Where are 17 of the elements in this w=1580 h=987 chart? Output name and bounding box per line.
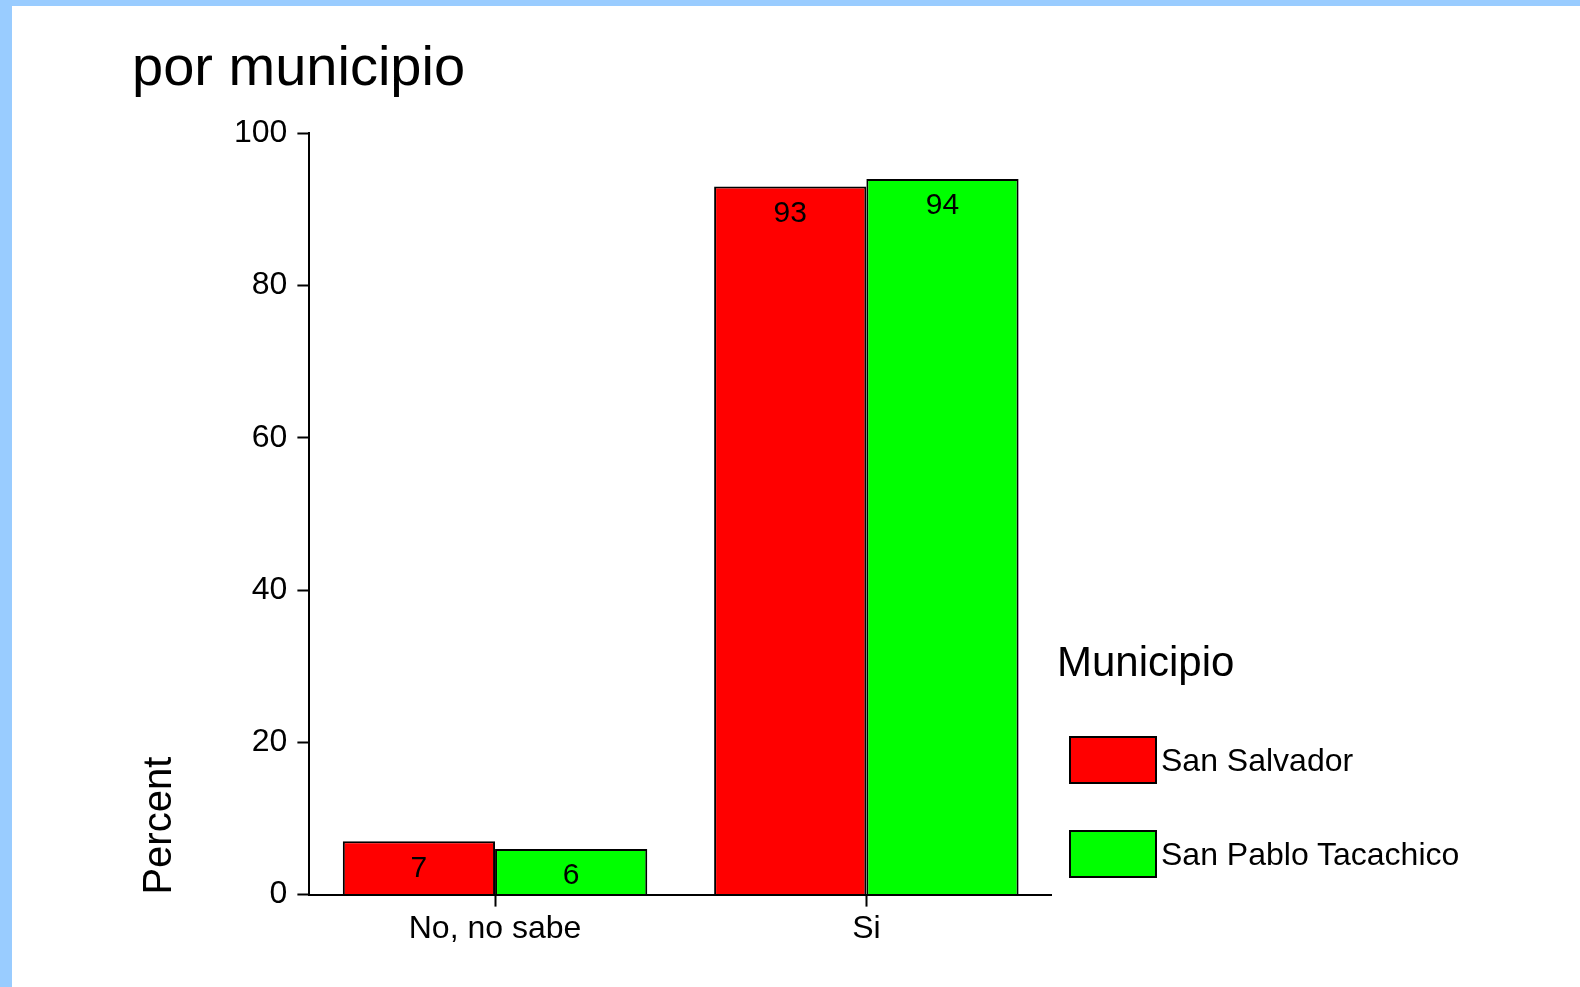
legend-label: San Pablo Tacachico [1161, 835, 1460, 873]
y-tick-label: 60 [251, 417, 288, 454]
data-label: 93 [773, 194, 807, 228]
data-label: 7 [410, 849, 428, 883]
legend-title: Municipio [1057, 638, 1236, 686]
y-tick-label: 20 [251, 722, 288, 759]
y-tick-label: 80 [251, 265, 288, 302]
y-tick-label: 40 [251, 569, 288, 606]
legend-label: San Salvador [1161, 741, 1354, 779]
x-tick-label: Si [852, 908, 881, 945]
y-tick-label: 0 [269, 874, 288, 911]
data-label: 94 [925, 187, 960, 221]
data-label: 6 [562, 857, 580, 891]
y-tick-label: 100 [234, 113, 288, 150]
x-tick-label: No, no sabe [408, 908, 582, 945]
chart-title: por municipio [132, 34, 466, 98]
y-axis-title: Percent [135, 756, 180, 895]
